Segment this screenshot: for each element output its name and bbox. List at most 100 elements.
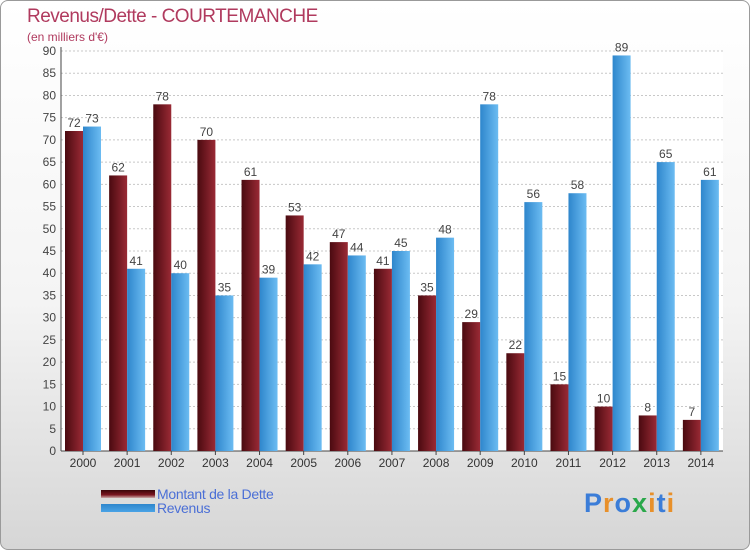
y-tick-label: 20 (43, 355, 57, 369)
bar-revenus (303, 264, 322, 451)
bar-revenus (612, 55, 631, 451)
data-label-dette: 29 (465, 307, 479, 321)
bar-dette (373, 268, 392, 451)
bar-dette (418, 295, 437, 451)
data-label-dette: 47 (332, 227, 346, 241)
bar-dette (285, 215, 304, 451)
bar-revenus (127, 268, 146, 451)
bar-dette (241, 179, 260, 451)
bar-revenus (524, 202, 543, 451)
y-tick-label: 75 (43, 111, 57, 125)
data-label-dette: 53 (288, 200, 302, 214)
logo-letter: x (632, 488, 649, 518)
y-tick-label: 30 (43, 311, 57, 325)
x-tick-label: 2002 (158, 456, 185, 470)
y-tick-label: 25 (43, 333, 57, 347)
y-tick-label: 0 (49, 444, 56, 458)
y-tick-label: 80 (43, 88, 57, 102)
legend-swatch-dette (101, 490, 155, 498)
data-label-revenus: 73 (85, 112, 99, 126)
legend-label-revenus: Revenus (157, 500, 211, 516)
bar-revenus (391, 251, 410, 451)
x-tick-label: 2014 (688, 456, 715, 470)
bar-dette (638, 415, 657, 451)
bar-revenus (347, 255, 366, 451)
bar-dette (550, 384, 569, 451)
y-tick-label: 35 (43, 288, 57, 302)
logo-letter: t (656, 488, 667, 518)
y-tick-label: 55 (43, 200, 57, 214)
y-tick-label: 45 (43, 244, 57, 258)
bar-dette (109, 175, 128, 451)
bar-revenus (83, 126, 101, 452)
bar-revenus (436, 237, 455, 451)
data-label-revenus: 40 (174, 258, 188, 272)
data-label-dette: 72 (67, 116, 81, 130)
data-label-dette: 15 (553, 369, 567, 383)
x-tick-label: 2013 (643, 456, 670, 470)
data-label-dette: 7 (689, 405, 696, 419)
bar-revenus (215, 295, 234, 451)
data-label-revenus: 39 (262, 263, 276, 277)
data-label-revenus: 48 (438, 223, 452, 237)
data-label-dette: 35 (420, 280, 434, 294)
data-label-revenus: 61 (703, 165, 717, 179)
x-tick-label: 2011 (556, 456, 582, 470)
data-label-revenus: 44 (350, 240, 364, 254)
logo-letter: P (584, 488, 604, 518)
y-tick-label: 85 (43, 66, 57, 80)
bar-dette (462, 322, 481, 451)
x-tick-label: 2001 (114, 456, 141, 470)
data-label-revenus: 89 (615, 40, 629, 54)
x-tick-label: 2007 (379, 456, 406, 470)
data-label-revenus: 78 (483, 89, 497, 103)
data-label-dette: 22 (509, 338, 523, 352)
bar-dette (329, 242, 348, 451)
bar-revenus (259, 277, 278, 451)
x-tick-label: 2000 (70, 456, 97, 470)
data-label-revenus: 41 (129, 254, 143, 268)
bar-revenus (480, 104, 499, 451)
logo-letter: i (666, 488, 676, 518)
data-label-revenus: 45 (394, 236, 408, 250)
bar-dette (682, 419, 701, 451)
data-label-dette: 62 (111, 160, 125, 174)
bar-dette (594, 406, 613, 451)
legend-label-dette: Montant de la Dette (157, 486, 274, 502)
bar-dette (65, 131, 83, 451)
x-tick-label: 2006 (334, 456, 361, 470)
y-tick-label: 65 (43, 155, 57, 169)
data-label-revenus: 56 (527, 187, 541, 201)
x-tick-label: 2008 (423, 456, 450, 470)
bar-revenus (700, 179, 719, 451)
data-label-dette: 41 (376, 254, 390, 268)
data-label-revenus: 58 (571, 178, 585, 192)
y-tick-label: 5 (49, 422, 56, 436)
bar-revenus (568, 193, 587, 451)
y-tick-label: 40 (43, 266, 57, 280)
data-label-revenus: 42 (306, 249, 320, 263)
bar-dette (197, 139, 216, 451)
legend-swatch-revenus (101, 504, 155, 512)
bar-dette (506, 353, 525, 451)
bar-dette (153, 104, 172, 451)
y-tick-label: 10 (43, 400, 57, 414)
proxiti-logo: Proxiti (584, 488, 675, 519)
chart-title: Revenus/Dette - COURTEMANCHE (27, 6, 318, 27)
data-label-dette: 8 (644, 400, 651, 414)
y-tick-label: 90 (43, 44, 57, 58)
x-tick-label: 2003 (202, 456, 229, 470)
bar-revenus (656, 162, 675, 451)
y-tick-label: 50 (43, 222, 57, 236)
x-tick-label: 2009 (467, 456, 494, 470)
y-tick-label: 15 (43, 377, 57, 391)
data-label-dette: 10 (597, 392, 611, 406)
data-label-dette: 70 (200, 125, 214, 139)
logo-letter: r (603, 488, 615, 518)
logo-letter: o (614, 488, 633, 518)
data-label-revenus: 35 (218, 280, 232, 294)
x-tick-label: 2012 (599, 456, 626, 470)
data-label-revenus: 65 (659, 147, 673, 161)
